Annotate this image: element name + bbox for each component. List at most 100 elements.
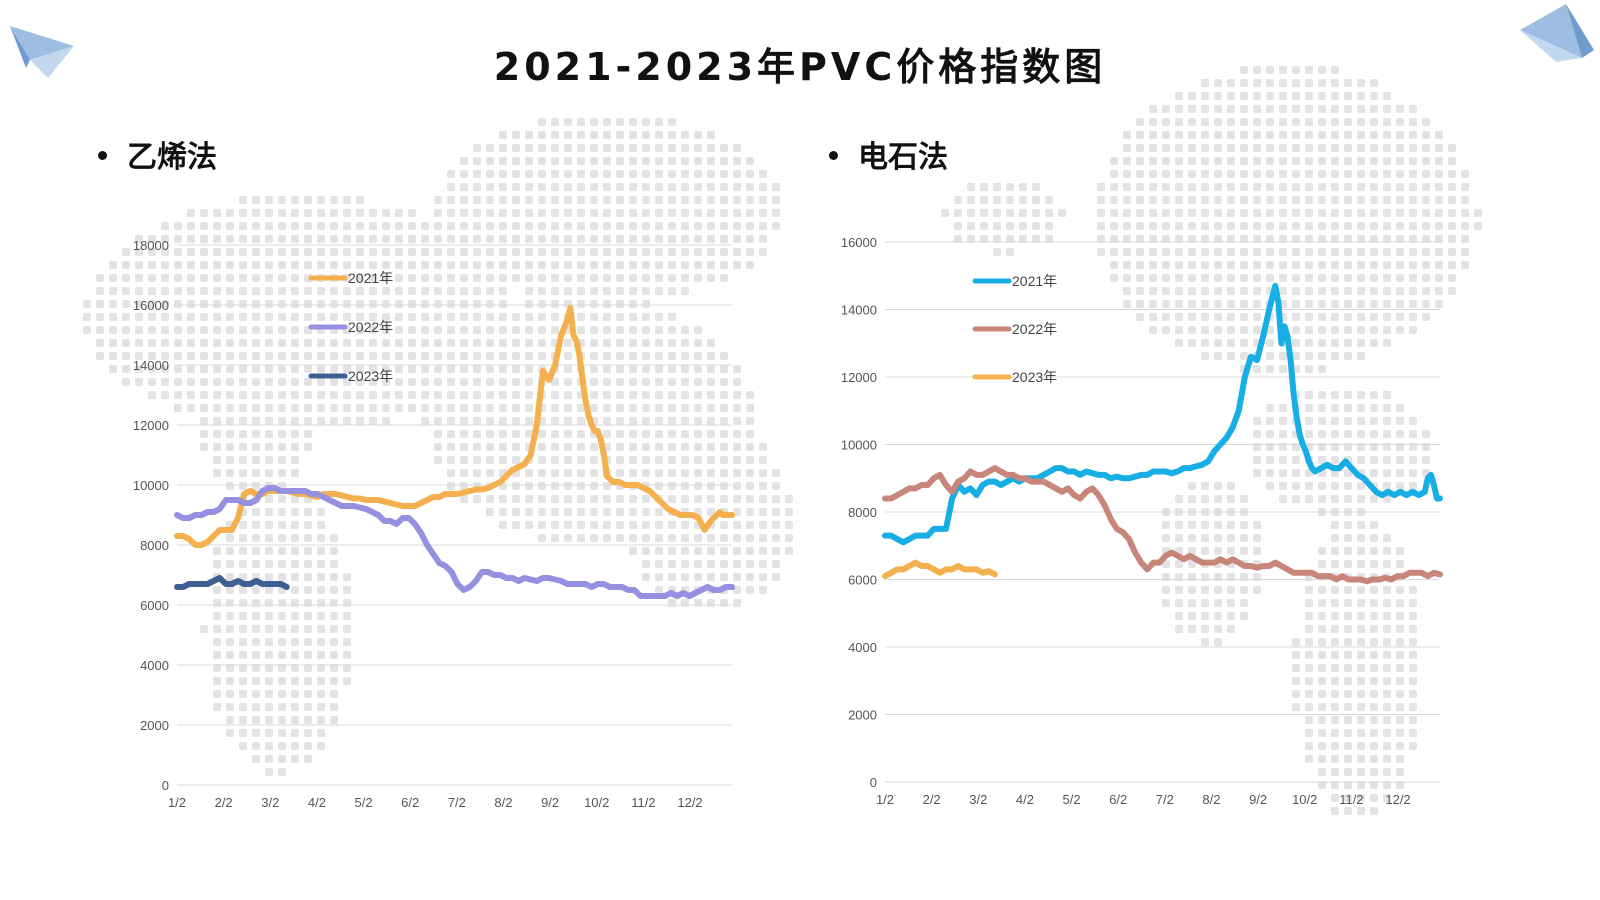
- map-dot: [642, 417, 650, 425]
- map-dot: [291, 456, 299, 464]
- map-dot: [1253, 131, 1261, 139]
- map-dot: [1318, 261, 1326, 269]
- map-dot: [395, 365, 403, 373]
- map-dot: [707, 495, 715, 503]
- y-tick-label: 12000: [133, 418, 169, 433]
- map-dot: [681, 157, 689, 165]
- map-dot: [980, 209, 988, 217]
- map-dot: [1253, 118, 1261, 126]
- map-dot: [1331, 495, 1339, 503]
- map-dot: [694, 352, 702, 360]
- map-dot: [551, 469, 559, 477]
- map-dot: [642, 339, 650, 347]
- map-dot: [629, 118, 637, 126]
- map-dot: [616, 170, 624, 178]
- map-dot: [434, 391, 442, 399]
- map-dot: [512, 391, 520, 399]
- map-dot: [291, 352, 299, 360]
- y-tick-label: 12000: [841, 370, 877, 385]
- map-dot: [356, 391, 364, 399]
- map-dot: [720, 456, 728, 464]
- map-dot: [460, 378, 468, 386]
- map-dot: [1318, 690, 1326, 698]
- map-dot: [1240, 105, 1248, 113]
- map-dot: [1175, 118, 1183, 126]
- map-dot: [1344, 183, 1352, 191]
- map-dot: [1344, 469, 1352, 477]
- map-dot: [1162, 170, 1170, 178]
- map-dot: [1448, 209, 1456, 217]
- map-dot: [239, 404, 247, 412]
- map-dot: [291, 365, 299, 373]
- map-dot: [304, 625, 312, 633]
- x-tick-label: 3/2: [261, 795, 279, 810]
- map-dot: [525, 170, 533, 178]
- map-dot: [720, 170, 728, 178]
- map-dot: [564, 482, 572, 490]
- map-dot: [1396, 222, 1404, 230]
- map-dot: [1227, 287, 1235, 295]
- map-dot: [226, 664, 234, 672]
- map-dot: [460, 443, 468, 451]
- map-dot: [564, 508, 572, 516]
- map-dot: [993, 209, 1001, 217]
- map-dot: [564, 183, 572, 191]
- map-dot: [655, 339, 663, 347]
- map-dot: [1318, 599, 1326, 607]
- map-dot: [551, 235, 559, 243]
- x-tick-label: 10/2: [584, 795, 609, 810]
- map-dot: [1162, 105, 1170, 113]
- map-dot: [967, 183, 975, 191]
- map-dot: [1305, 482, 1313, 490]
- map-dot: [473, 404, 481, 412]
- map-dot: [460, 222, 468, 230]
- map-dot: [148, 391, 156, 399]
- map-dot: [1253, 209, 1261, 217]
- map-dot: [1110, 170, 1118, 178]
- map-dot: [668, 144, 676, 152]
- map-dot: [1162, 300, 1170, 308]
- map-dot: [720, 248, 728, 256]
- map-dot: [1201, 261, 1209, 269]
- map-dot: [564, 287, 572, 295]
- map-dot: [1266, 235, 1274, 243]
- map-dot: [1357, 521, 1365, 529]
- map-dot: [265, 469, 273, 477]
- map-dot: [785, 508, 793, 516]
- map-dot: [603, 300, 611, 308]
- map-dot: [226, 417, 234, 425]
- map-dot: [629, 235, 637, 243]
- map-dot: [1448, 144, 1456, 152]
- map-dot: [1227, 521, 1235, 529]
- map-dot: [343, 339, 351, 347]
- map-dot: [304, 612, 312, 620]
- map-dot: [122, 326, 130, 334]
- map-dot: [551, 417, 559, 425]
- map-dot: [356, 209, 364, 217]
- map-dot: [1344, 612, 1352, 620]
- map-dot: [668, 456, 676, 464]
- map-dot: [642, 196, 650, 204]
- map-dot: [1396, 651, 1404, 659]
- map-dot: [733, 573, 741, 581]
- map-dot: [746, 508, 754, 516]
- map-dot: [395, 209, 403, 217]
- map-dot: [213, 209, 221, 217]
- map-dot: [1357, 755, 1365, 763]
- map-dot: [1240, 521, 1248, 529]
- map-dot: [1123, 183, 1131, 191]
- map-dot: [1305, 79, 1313, 87]
- map-dot: [304, 443, 312, 451]
- map-dot: [265, 755, 273, 763]
- map-dot: [187, 339, 195, 347]
- map-dot: [239, 443, 247, 451]
- map-dot: [1201, 105, 1209, 113]
- map-dot: [681, 261, 689, 269]
- map-dot: [668, 313, 676, 321]
- map-dot: [278, 326, 286, 334]
- map-dot: [1344, 690, 1352, 698]
- map-dot: [733, 209, 741, 217]
- map-dot: [1383, 105, 1391, 113]
- map-dot: [1318, 677, 1326, 685]
- map-dot: [330, 404, 338, 412]
